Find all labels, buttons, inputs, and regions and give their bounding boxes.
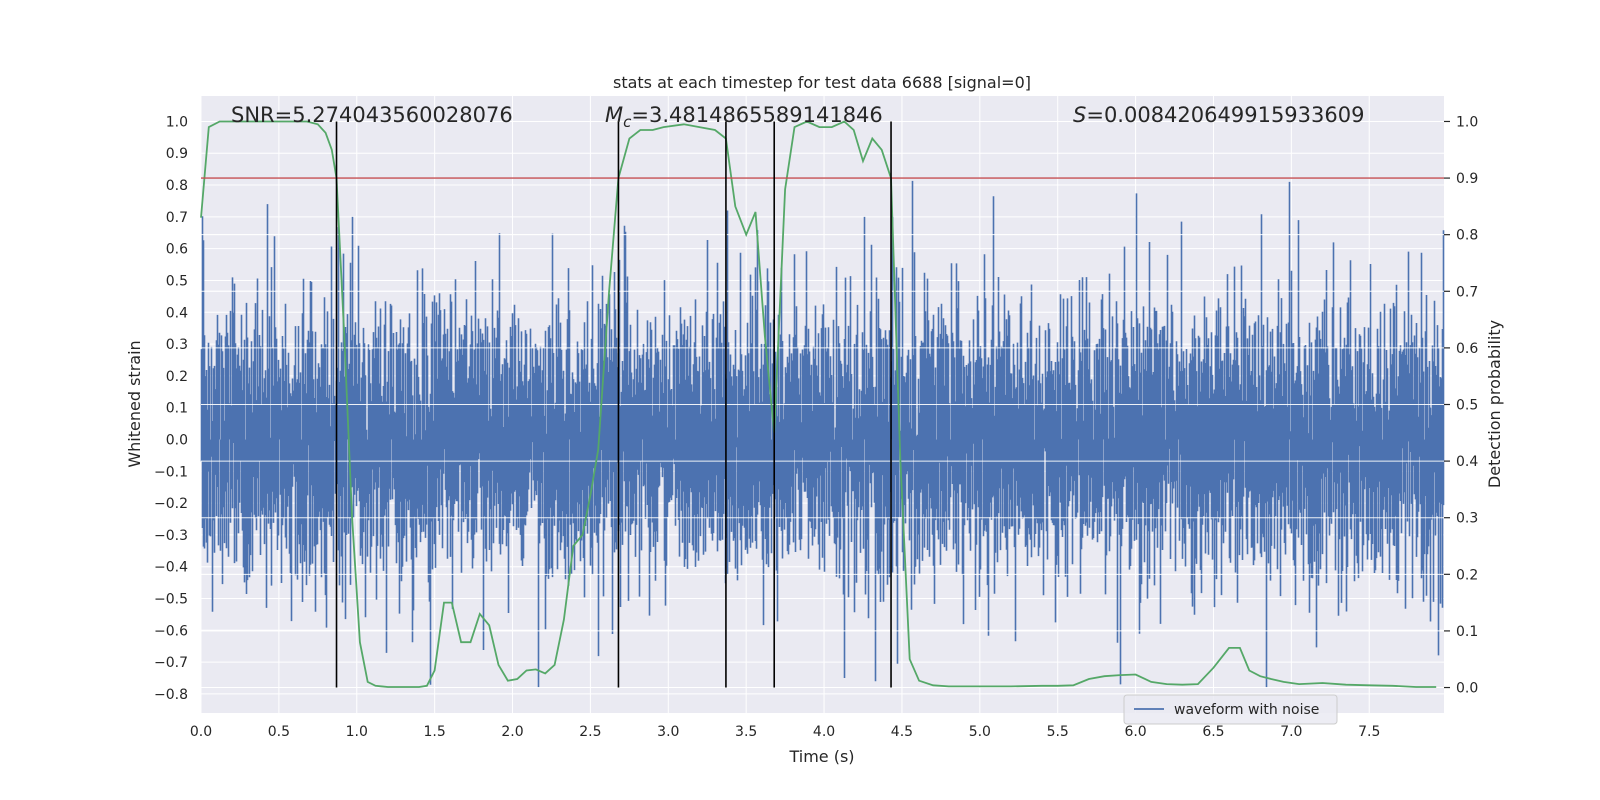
x-tick-label: 0.0	[190, 724, 212, 740]
x-tick-label: 0.5	[268, 724, 290, 740]
x-tick-label: 2.5	[579, 724, 601, 740]
right-tick-label: 1.0	[1456, 114, 1478, 130]
x-tick-label: 6.5	[1202, 724, 1224, 740]
left-tick-label: 0.0	[166, 432, 188, 448]
snr-annotation: SNR=5.274043560028076	[231, 103, 513, 127]
left-tick-label: −0.4	[154, 560, 188, 576]
left-axis-label: Whitened strain	[125, 340, 144, 467]
left-tick-label: 0.3	[166, 337, 188, 353]
right-tick-label: 0.7	[1456, 284, 1478, 300]
right-tick-label: 0.4	[1456, 454, 1478, 470]
x-tick-label: 7.0	[1280, 724, 1302, 740]
probability-series	[200, 120, 1437, 688]
right-tick-label: 0.2	[1456, 567, 1478, 583]
right-tick-label: 0.3	[1456, 511, 1478, 527]
chirp-mass-value: =3.4814865589141846	[631, 103, 882, 127]
x-tick-label: 7.5	[1358, 724, 1380, 740]
left-tick-label: 0.1	[166, 401, 188, 417]
left-tick-label: 0.9	[166, 146, 188, 162]
right-tick-label: 0.6	[1456, 341, 1478, 357]
left-tick-label: 0.6	[166, 242, 188, 258]
s-symbol: S	[1073, 103, 1086, 127]
left-tick-label: 0.8	[166, 178, 188, 194]
right-axis-ticks: 0.0 0.1 0.2 0.3 0.4 0.5 0.6 0.7 0.8 0.9 1.0	[1444, 114, 1478, 697]
left-tick-label: 1.0	[166, 114, 188, 130]
legend-box	[1123, 694, 1338, 725]
x-axis-ticks: 0.0 0.5 1.0 1.5 2.0 2.5 3.0 3.5 4.0 4.5 5.0 5.5 6.0 6…	[190, 724, 1380, 740]
chirp-mass-subscript: c	[623, 113, 632, 131]
s-annotation: S=0.008420649915933609	[1073, 103, 1364, 127]
x-tick-label: 1.0	[346, 724, 368, 740]
right-tick-label: 0.9	[1456, 171, 1478, 187]
right-tick-label: 0.0	[1456, 681, 1478, 697]
detection-boundaries	[335, 121, 892, 688]
left-tick-label: −0.8	[154, 687, 188, 703]
left-tick-label: −0.3	[154, 528, 188, 544]
left-tick-label: 0.5	[166, 273, 188, 289]
chart-title: stats at each timestep for test data 668…	[613, 73, 1031, 92]
x-tick-label: 4.0	[813, 724, 835, 740]
left-axis-ticks: −0.8 −0.7 −0.6 −0.5 −0.4 −0.3 −0.2 −0.1 0.0 0.1 0.…	[154, 114, 188, 702]
x-tick-label: 1.5	[424, 724, 446, 740]
left-tick-label: 0.2	[166, 369, 188, 385]
left-tick-label: −0.6	[154, 623, 188, 639]
left-tick-label: 0.4	[166, 305, 188, 321]
right-tick-label: 0.8	[1456, 228, 1478, 244]
x-axis-label: Time (s)	[788, 747, 854, 766]
right-tick-label: 0.5	[1456, 398, 1478, 414]
right-tick-label: 0.1	[1456, 624, 1478, 640]
left-tick-label: −0.5	[154, 592, 188, 608]
left-tick-label: 0.7	[166, 210, 188, 226]
s-value: =0.008420649915933609	[1086, 103, 1364, 127]
left-tick-label: −0.2	[154, 496, 188, 512]
chirp-mass-symbol: M	[605, 103, 623, 127]
x-tick-label: 6.0	[1124, 724, 1146, 740]
x-tick-label: 2.0	[501, 724, 523, 740]
x-tick-label: 5.0	[969, 724, 991, 740]
legend-label: waveform with noise	[1174, 702, 1319, 718]
right-axis-label: Detection probability	[1485, 320, 1504, 488]
left-tick-label: −0.1	[154, 464, 188, 480]
chirp-mass-annotation: Mc=3.4814865589141846	[605, 103, 883, 131]
x-tick-label: 3.5	[735, 724, 757, 740]
x-tick-label: 4.5	[891, 724, 913, 740]
legend: waveform with noise	[1123, 694, 1338, 725]
x-tick-label: 5.5	[1047, 724, 1069, 740]
left-tick-label: −0.7	[154, 655, 188, 671]
x-tick-label: 3.0	[657, 724, 679, 740]
